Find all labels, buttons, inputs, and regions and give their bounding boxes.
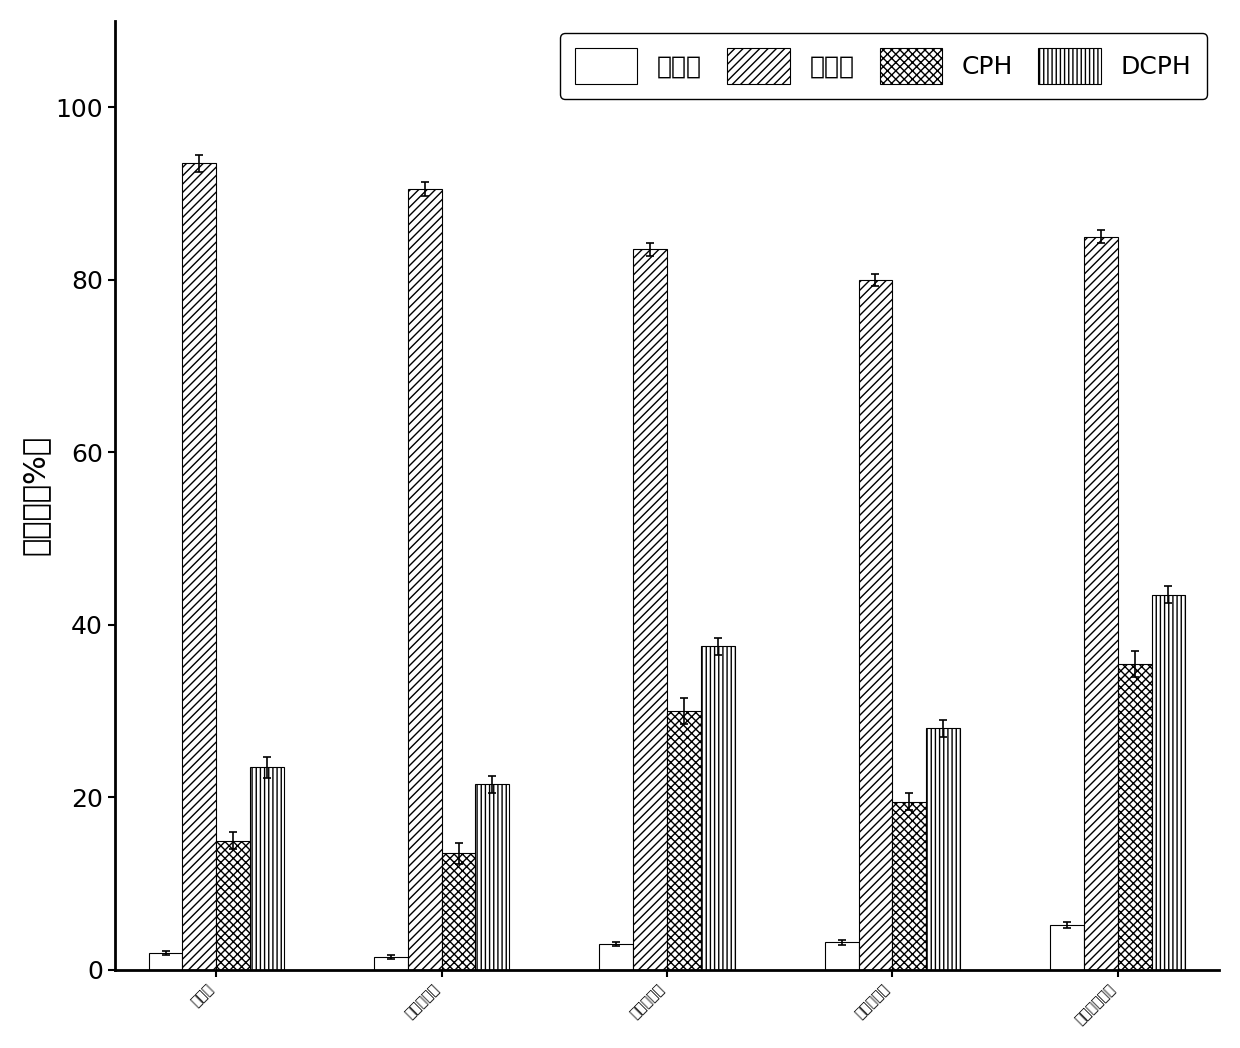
Bar — [1117, 663, 1152, 970]
Bar — [667, 712, 701, 970]
Bar — [149, 953, 182, 970]
Bar — [182, 163, 216, 970]
Bar — [926, 728, 960, 970]
Bar — [441, 853, 475, 970]
Bar — [250, 767, 284, 970]
Bar — [825, 942, 858, 970]
Bar — [1084, 237, 1117, 970]
Bar — [599, 944, 634, 970]
Legend: 纤维素, 消胆胺, CPH, DCPH: 纤维素, 消胆胺, CPH, DCPH — [559, 34, 1207, 99]
Bar — [408, 189, 441, 970]
Bar — [216, 840, 250, 970]
Bar — [858, 280, 893, 970]
Bar — [634, 249, 667, 970]
Bar — [1152, 594, 1185, 970]
Bar — [475, 784, 510, 970]
Bar — [1050, 925, 1084, 970]
Bar — [374, 957, 408, 970]
Bar — [701, 647, 734, 970]
Y-axis label: 结合率（%）: 结合率（%） — [21, 435, 50, 555]
Bar — [893, 802, 926, 970]
